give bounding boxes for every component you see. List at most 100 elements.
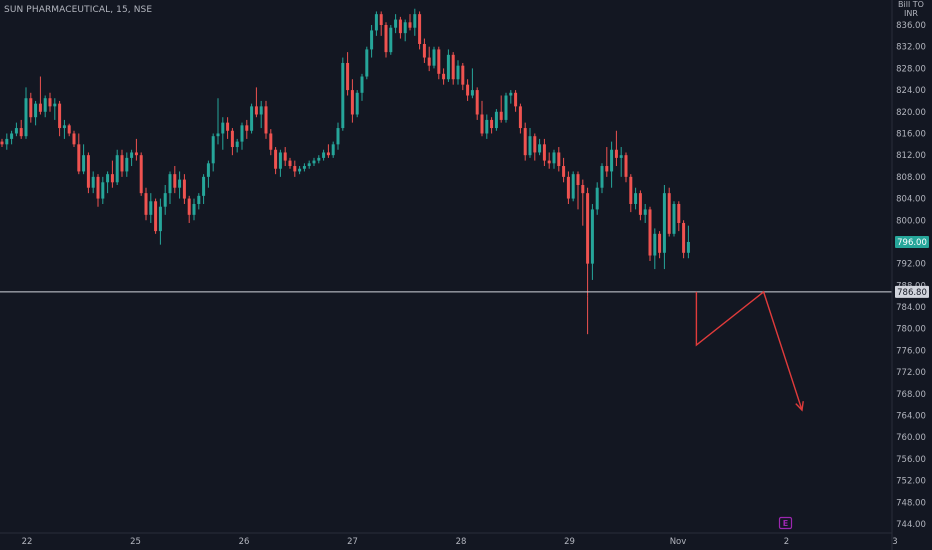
y-tick-label: 776.00	[896, 346, 926, 356]
candle-body	[432, 49, 436, 66]
candle	[360, 73, 364, 101]
candle	[202, 174, 206, 204]
candle-body	[662, 193, 666, 253]
candle	[686, 225, 690, 259]
candle-body	[24, 98, 28, 137]
candle-body	[264, 106, 268, 134]
candle-body	[101, 182, 105, 199]
candle-body	[298, 168, 302, 172]
candle-body	[226, 122, 230, 131]
candle	[221, 117, 225, 150]
candle-body	[629, 176, 633, 204]
x-tick-label: 25	[130, 537, 141, 547]
price-badges: 796.00 786.80 E	[778, 235, 929, 530]
candle-body	[446, 54, 450, 80]
candle	[67, 123, 71, 137]
x-tick-label: 26	[239, 537, 250, 547]
candle	[538, 138, 542, 156]
candle	[566, 171, 570, 204]
candle	[394, 14, 398, 34]
candle	[298, 166, 302, 175]
candle-body	[259, 106, 263, 115]
candle-body	[19, 128, 23, 137]
candle	[523, 122, 527, 161]
candle-body	[494, 111, 498, 129]
candle	[106, 171, 110, 194]
candle	[240, 122, 244, 150]
candle-body	[398, 19, 402, 34]
candle	[658, 231, 662, 259]
candle	[62, 119, 66, 139]
candle-body	[504, 95, 508, 120]
y-tick-label: 792.00	[896, 260, 926, 270]
x-tick-label: 3	[892, 537, 897, 547]
candle	[29, 92, 33, 123]
candle	[437, 46, 441, 80]
y-tick-label: 832.00	[896, 43, 926, 53]
candle	[374, 11, 378, 36]
y-tick-label: 772.00	[896, 368, 926, 378]
candle-body	[590, 209, 594, 264]
y-tick-label: 836.00	[896, 21, 926, 31]
last-price-badge-text: 796.00	[897, 238, 927, 248]
candle-body	[643, 209, 647, 215]
y-tick-label: 784.00	[896, 303, 926, 313]
candle	[173, 166, 177, 194]
candle	[562, 157, 566, 183]
candle-body	[254, 106, 258, 115]
candle-body	[346, 62, 350, 91]
candle-body	[250, 106, 254, 131]
candle	[163, 185, 167, 215]
candle-body	[77, 144, 81, 172]
candle	[317, 155, 321, 164]
candle	[432, 46, 436, 69]
candle-body	[355, 92, 359, 115]
candle-body	[182, 179, 186, 199]
candle-body	[365, 49, 369, 77]
candle	[571, 171, 575, 202]
candle	[302, 163, 306, 172]
currency-label[interactable]: Bill TO INR	[896, 0, 926, 18]
candle-body	[67, 125, 71, 134]
candle-body	[557, 152, 561, 167]
candle-body	[29, 98, 33, 118]
candle	[216, 98, 220, 145]
candle-body	[403, 22, 407, 34]
candle-body	[600, 166, 604, 188]
candle-body	[624, 155, 628, 177]
drawing-layer[interactable]	[0, 290, 892, 412]
candle-body	[106, 174, 110, 183]
candle-body	[374, 14, 378, 31]
events-badge[interactable]: E	[778, 516, 793, 530]
candle-body	[288, 160, 292, 167]
candle-body	[682, 222, 686, 253]
candle-body	[485, 119, 489, 134]
x-tick-label: Nov	[670, 537, 687, 547]
candle	[211, 133, 215, 172]
candle-body	[53, 103, 57, 107]
candle	[379, 11, 383, 36]
candle-body	[43, 98, 47, 112]
candle	[662, 185, 666, 270]
candle	[58, 100, 62, 137]
candle-body	[221, 122, 225, 134]
projection-path[interactable]	[695, 290, 803, 411]
y-tick-label: 760.00	[896, 433, 926, 443]
candle-body	[110, 174, 114, 183]
candle-body	[509, 92, 513, 96]
candle	[77, 133, 81, 175]
candle-body	[686, 241, 690, 253]
candle-body	[48, 98, 52, 107]
candle	[293, 160, 297, 177]
candle	[634, 187, 638, 210]
candle	[427, 46, 431, 72]
candle	[542, 138, 546, 167]
candle	[581, 179, 585, 226]
symbol-title[interactable]: SUN PHARMACEUTICAL, 15, NSE	[4, 5, 153, 15]
candle-body	[168, 174, 172, 194]
candle-body	[178, 179, 182, 188]
y-tick-label: 824.00	[896, 86, 926, 96]
candle	[494, 109, 498, 131]
candle-body	[86, 155, 90, 188]
